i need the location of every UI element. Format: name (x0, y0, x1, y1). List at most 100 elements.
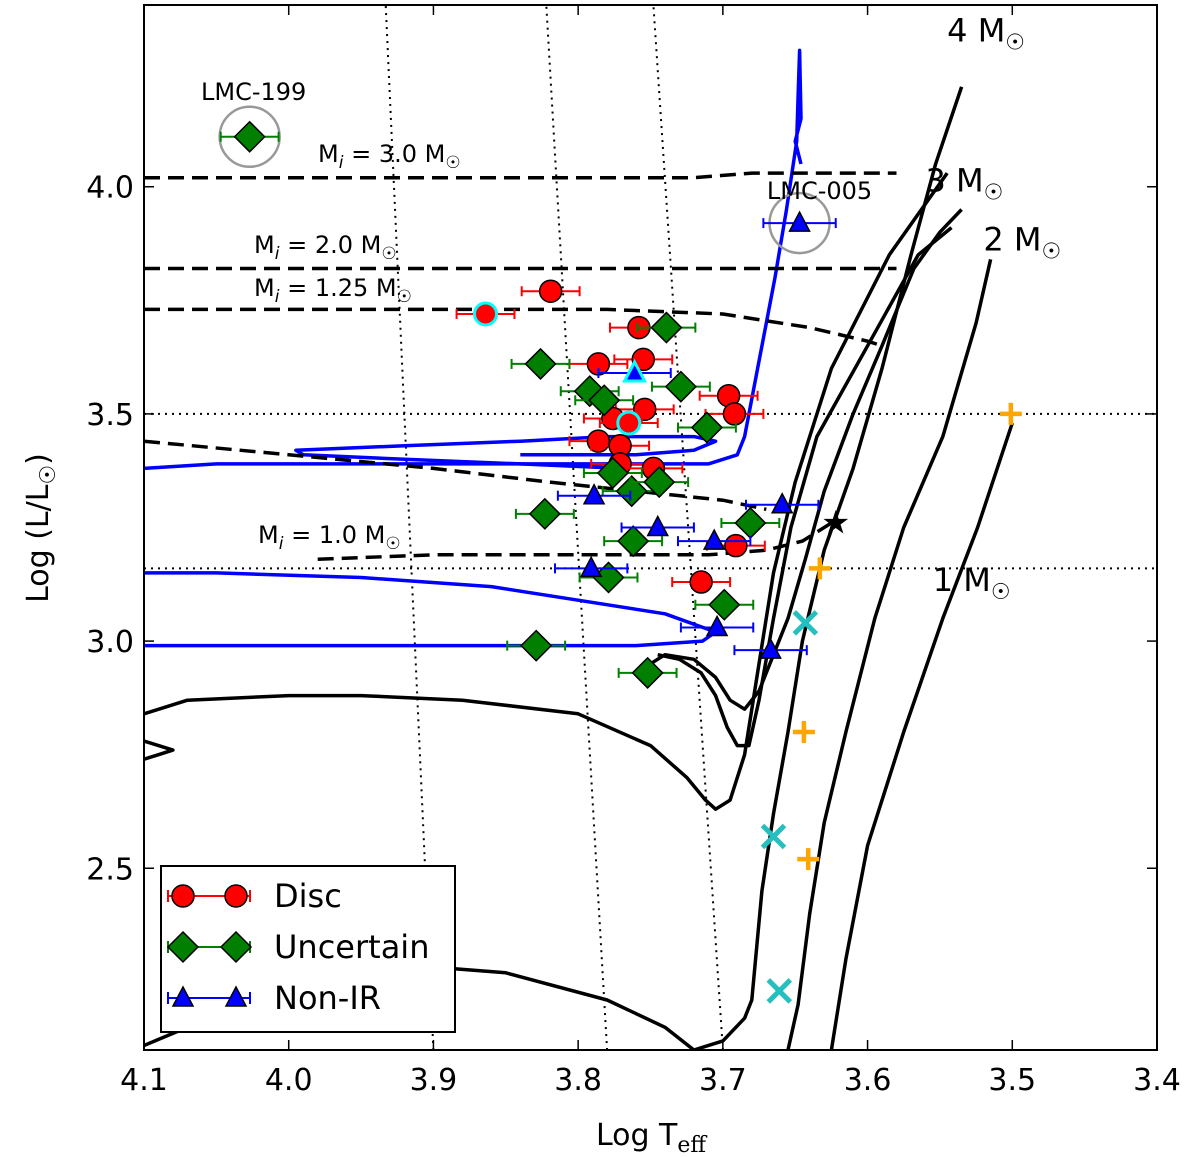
legend-marker-b-0 (224, 884, 248, 908)
label-lmc-005: LMC-005 (767, 177, 872, 205)
legend-marker-b-2 (224, 985, 248, 1007)
dashed-track-label-sub-1: i (275, 244, 280, 264)
dashed-track-0 (144, 171, 897, 180)
evolution-track-5 (786, 259, 993, 1050)
evolution-track-2 (144, 172, 949, 811)
Non-IR-point-3 (770, 492, 794, 514)
blue-track (144, 48, 803, 471)
dashed-track-label-sub-0: i (339, 153, 344, 173)
y-tick-label-0: 2.5 (86, 852, 134, 887)
x-axis-title-sub: eff (677, 1133, 707, 1157)
cross-marker-2 (766, 978, 793, 1004)
Disc-point-6 (632, 397, 657, 422)
Uncertain-point-1 (650, 311, 683, 344)
Uncertain-point-15 (520, 629, 553, 662)
legend: Disc Uncertain Non-IR (160, 865, 456, 1033)
track-mass-label-sun-3: ☉ (991, 580, 1011, 605)
plus-marker-1 (792, 720, 815, 743)
highlight-circle-0 (218, 105, 281, 169)
track-mass-label-sun-2: ☉ (1041, 239, 1061, 264)
Non-IR-point-6 (579, 555, 603, 578)
dashed-track-label-m-0: M (318, 140, 339, 168)
x-tick-label-7: 3.4 (1133, 1063, 1181, 1098)
evolution-track-4 (642, 208, 963, 711)
dashed-track-label-m-1: M (254, 231, 275, 259)
dashed-track-label-sub-2: i (275, 287, 280, 307)
Uncertain-point-2 (524, 347, 557, 380)
Uncertain-point-13 (592, 561, 625, 594)
Non-IR-point-7 (705, 614, 729, 637)
Non-IR-point-5 (702, 528, 726, 550)
Uncertain-point-6 (690, 411, 723, 444)
Uncertain-point-3 (664, 370, 697, 403)
evolution-track-7 (144, 739, 175, 761)
dashed-track-label-sun-0: ☉ (445, 153, 460, 173)
x-tick-label-1: 4.0 (265, 1063, 313, 1098)
Uncertain-point-0 (233, 120, 266, 153)
evolution-track-6 (829, 422, 1014, 1050)
legend-label-0: Disc (274, 877, 342, 915)
dotted-guide-1 (545, 5, 609, 1050)
y-axis-title: Log (L/L☉) (21, 453, 61, 603)
Non-IR-point-2 (582, 483, 606, 505)
dashed-track-3 (144, 439, 767, 512)
legend-marker-a-1 (166, 930, 200, 964)
blue-loop-lower (144, 571, 718, 648)
guide-lines (144, 5, 1157, 1050)
dashed-track-label-mass-1: = 2.0 M (279, 231, 381, 259)
Non-IR-point-0 (788, 210, 811, 232)
track-mass-label-text-2: 2 M (983, 220, 1041, 258)
Disc-point-0 (538, 279, 563, 303)
data-markers (218, 105, 1022, 1004)
Disc-point-15 (689, 570, 713, 594)
Non-IR-point-8 (759, 637, 782, 659)
dashed-track-label-sun-4: ☉ (385, 534, 400, 554)
Uncertain-point-16 (631, 656, 664, 689)
Uncertain-point-8 (615, 475, 648, 508)
cross-marker-1 (760, 823, 787, 850)
track-mass-label-2: 2 M☉ (983, 220, 1061, 264)
Uncertain-point-11 (734, 506, 767, 540)
y-axis-title-close: ) (21, 453, 56, 465)
label-lmc-199: LMC-199 (201, 78, 306, 106)
dashed-track-label-4: Mi = 1.0 M☉ (258, 521, 401, 554)
x-tick-label-2: 3.9 (410, 1063, 458, 1098)
x-tick-label-6: 3.5 (988, 1063, 1036, 1098)
axis-ticks: 4.1 4.0 3.9 3.8 3.7 3.6 3.5 3.4 2.5 3.0 3.5 4.0 (86, 5, 1181, 1098)
dashed-track-2 (144, 307, 883, 348)
dashed-track-label-mass-0: = 3.0 M (343, 140, 445, 168)
dashed-track-label-sun-2: ☉ (397, 287, 412, 307)
y-axis-title-main: Log (L/L (21, 484, 56, 603)
Uncertain-point-10 (528, 497, 561, 530)
Uncertain-point-12 (617, 525, 650, 558)
y-tick-label-3: 4.0 (86, 171, 134, 206)
plus-marker-2 (797, 848, 820, 871)
track-mass-label-text-1: 3 M (925, 161, 983, 199)
dashed-track-4 (317, 521, 833, 562)
legend-label-2: Non-IR (274, 979, 381, 1017)
x-tick-label-3: 3.8 (554, 1063, 602, 1098)
y-tick-label-2: 3.5 (86, 398, 134, 433)
Disc-point-9 (616, 410, 642, 436)
x-axis-title: Log Teff (596, 1118, 707, 1157)
dashed-track-label-0: Mi = 3.0 M☉ (318, 140, 461, 173)
track-mass-label-sun-1: ☉ (984, 180, 1004, 205)
legend-marker-a-0 (171, 884, 195, 908)
legend-marker-b-1 (219, 930, 253, 964)
plot-frame (143, 4, 1158, 1051)
dashed-track-label-m-2: M (254, 274, 275, 302)
Uncertain-point-9 (643, 466, 676, 499)
dashed-track-label-mass-4: = 1.0 M (283, 521, 385, 549)
track-mass-label-sun-0: ☉ (1005, 30, 1025, 55)
Uncertain-point-7 (596, 456, 629, 490)
evolution-track-3 (657, 226, 953, 748)
x-axis-title-main: Log T (596, 1118, 678, 1153)
Non-IR-point-1 (622, 358, 648, 383)
legend-label-1: Uncertain (274, 928, 429, 966)
dashed-track-label-m-4: M (258, 521, 279, 549)
x-tick-label-4: 3.7 (699, 1063, 747, 1098)
dashed-track-label-mass-2: = 1.25 M (279, 274, 396, 302)
Disc-point-7 (722, 402, 747, 426)
